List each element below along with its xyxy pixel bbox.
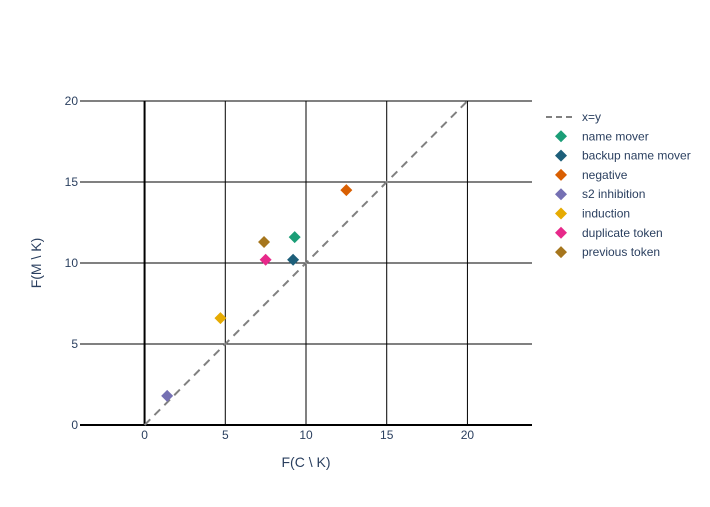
legend-label: x=y — [582, 110, 601, 124]
reference-line-xy — [143, 100, 469, 426]
legend-label: negative — [582, 168, 628, 182]
data-point-induction — [214, 312, 227, 325]
data-point-duplicate-token — [259, 253, 272, 266]
y-tick-label: 0 — [71, 418, 78, 432]
x-tick-labels: 0 5 10 15 20 — [141, 428, 474, 442]
legend-marker — [555, 149, 567, 162]
legend-label: backup name mover — [582, 149, 691, 163]
legend-marker — [555, 226, 567, 239]
legend-marker — [555, 168, 567, 181]
legend-marker — [555, 130, 567, 143]
y-tick-label: 20 — [65, 94, 79, 108]
x-tick-label: 5 — [222, 428, 229, 442]
legend: x=y name mover backup name mover negative s2… — [546, 110, 691, 259]
data-point-s2-inhibition — [161, 389, 174, 402]
legend-label: s2 inhibition — [582, 187, 645, 201]
data-point-previous-token — [258, 235, 271, 248]
legend-marker — [555, 246, 567, 259]
data-points — [161, 184, 353, 402]
legend-marker — [555, 188, 567, 201]
legend-label: previous token — [582, 245, 660, 259]
y-tick-labels: 0 5 10 15 20 — [65, 94, 79, 432]
reference-line — [143, 100, 469, 426]
y-axis-title: F(M \ K) — [28, 238, 44, 289]
data-point-negative — [340, 184, 353, 197]
x-tick-label: 0 — [141, 428, 148, 442]
y-tick-label: 10 — [65, 256, 79, 270]
x-axis-title: F(C \ K) — [282, 454, 331, 470]
y-tick-label: 15 — [65, 175, 79, 189]
y-tick-label: 5 — [71, 337, 78, 351]
x-tick-label: 20 — [461, 428, 475, 442]
legend-label: name mover — [582, 129, 649, 143]
legend-label: induction — [582, 207, 630, 221]
grid-lines — [80, 100, 532, 426]
data-point-name-mover — [288, 231, 301, 244]
x-tick-label: 10 — [299, 428, 313, 442]
x-tick-label: 15 — [380, 428, 394, 442]
legend-label: duplicate token — [582, 226, 663, 240]
data-point-backup-name-mover — [287, 253, 300, 266]
legend-marker — [555, 207, 567, 220]
